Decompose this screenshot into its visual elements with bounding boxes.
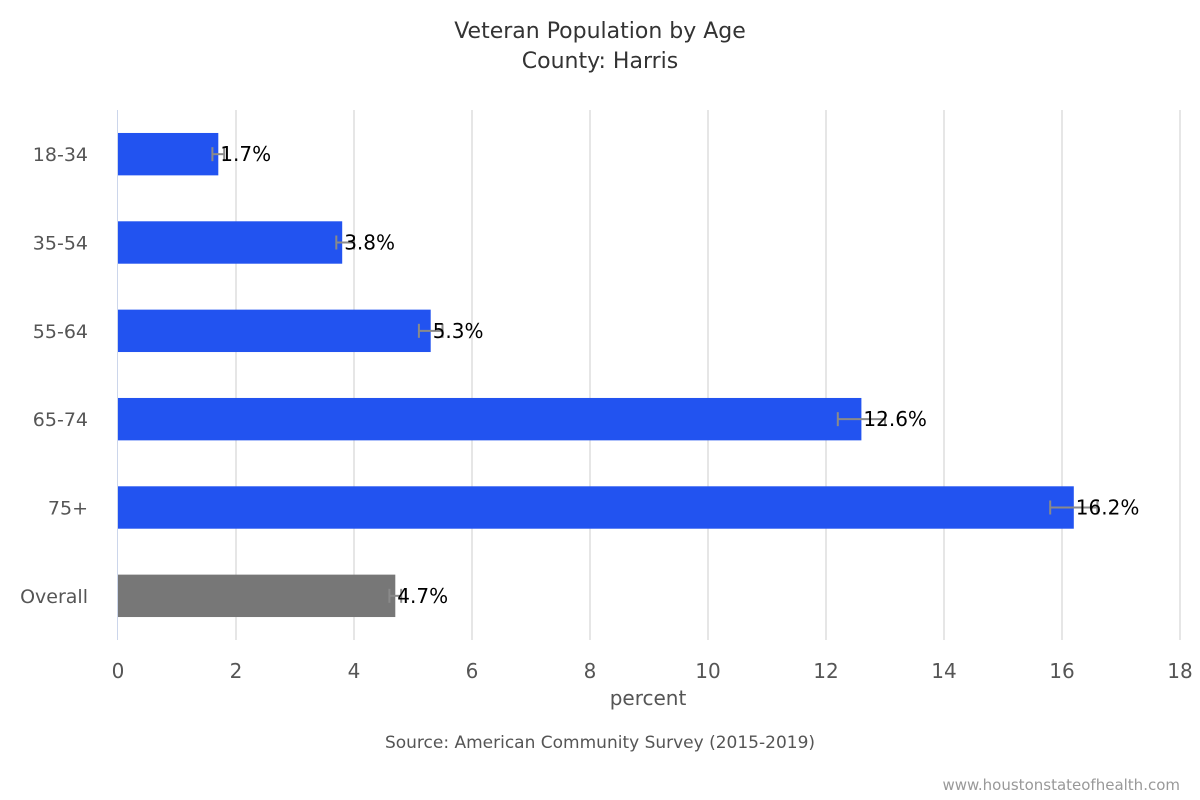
bar bbox=[118, 397, 862, 441]
grid-lines bbox=[235, 110, 1181, 640]
data-label: 16.2% bbox=[1076, 496, 1140, 520]
data-label: 3.8% bbox=[344, 231, 395, 255]
x-tick-label: 0 bbox=[112, 659, 125, 683]
data-label: 5.3% bbox=[433, 319, 484, 343]
source-note: Source: American Community Survey (2015-… bbox=[385, 733, 815, 753]
error-bar bbox=[417, 323, 444, 338]
category-label: 55-64 bbox=[33, 321, 88, 343]
x-tick-label: 14 bbox=[931, 659, 956, 683]
x-tick-label: 8 bbox=[584, 659, 597, 683]
category-label: 65-74 bbox=[33, 409, 88, 431]
bar bbox=[118, 221, 343, 264]
tick-labels: 0 2 4 6 8 10 12 14 16 18 bbox=[112, 659, 1193, 683]
category-label: Overall bbox=[20, 586, 88, 608]
x-tick-label: 18 bbox=[1167, 659, 1192, 683]
category-label: 75+ bbox=[48, 498, 88, 520]
data-label: 1.7% bbox=[220, 142, 271, 166]
x-tick-label: 10 bbox=[695, 659, 720, 683]
data-label: 12.6% bbox=[863, 407, 927, 431]
category-label: 18-34 bbox=[33, 144, 88, 166]
bar bbox=[118, 574, 396, 618]
error-bar bbox=[388, 588, 403, 603]
error-bar bbox=[836, 412, 886, 427]
chart-title: Veteran Population by Age bbox=[454, 19, 746, 44]
bars bbox=[118, 132, 1074, 618]
error-bar bbox=[211, 147, 226, 162]
data-label: 4.7% bbox=[397, 584, 448, 608]
error-bar bbox=[1049, 500, 1099, 515]
x-tick-label: 4 bbox=[348, 659, 361, 683]
chart-subtitle: County: Harris bbox=[522, 49, 678, 74]
bar bbox=[118, 309, 431, 353]
error-bar bbox=[335, 235, 355, 250]
x-axis-title: percent bbox=[610, 686, 687, 710]
bar bbox=[118, 486, 1074, 529]
category-labels: 18-34 35-54 55-64 65-74 75+ Overall bbox=[20, 144, 88, 608]
x-tick-label: 12 bbox=[813, 659, 838, 683]
x-tick-label: 2 bbox=[230, 659, 243, 683]
x-tick-label: 16 bbox=[1049, 659, 1074, 683]
x-tick-label: 6 bbox=[466, 659, 479, 683]
data-labels: 1.7% 3.8% 5.3% 12.6% 16.2% 4.7% bbox=[220, 142, 1139, 608]
error-bars bbox=[211, 147, 1099, 603]
category-label: 35-54 bbox=[33, 233, 88, 255]
site-credit: www.houstonstateofhealth.com bbox=[942, 776, 1180, 794]
bar bbox=[118, 132, 219, 176]
